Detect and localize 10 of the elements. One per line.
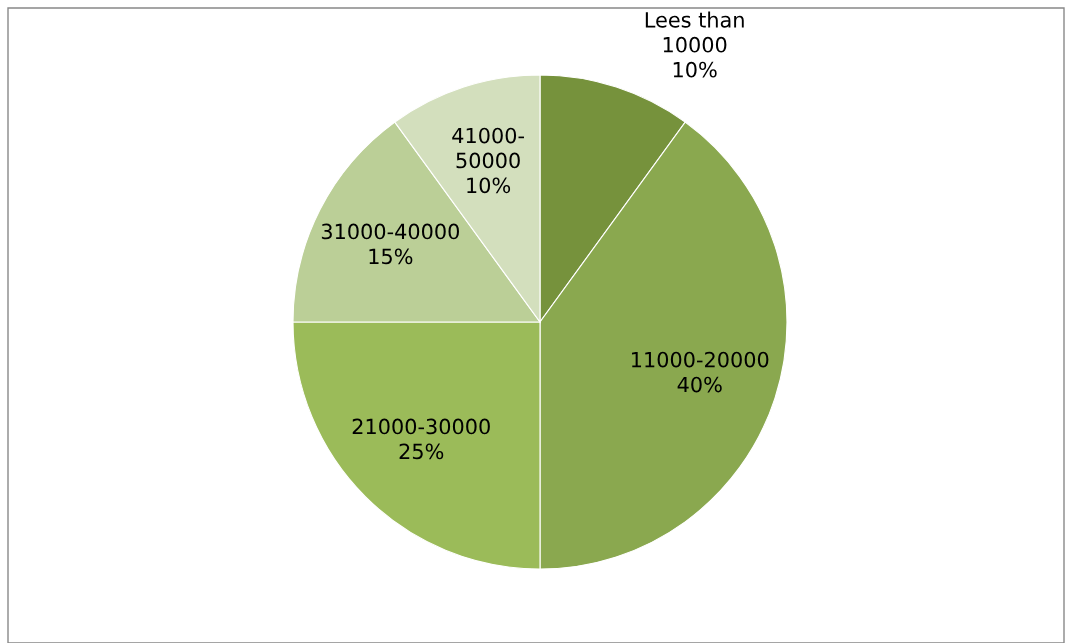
slice-label: 21000-30000 xyxy=(352,418,490,435)
slice-label: Lees than 10000 xyxy=(645,11,744,53)
data-label: 10% xyxy=(673,61,717,78)
data-label: 15% xyxy=(369,248,413,265)
slice-label: 41000-50000 xyxy=(452,127,524,169)
slice-label: 31000-40000 xyxy=(321,223,459,240)
data-label: 40% xyxy=(677,376,722,393)
data-label: 25% xyxy=(399,443,444,460)
slice-label: 11000-20000 xyxy=(631,351,769,368)
data-label: 10% xyxy=(467,177,511,194)
